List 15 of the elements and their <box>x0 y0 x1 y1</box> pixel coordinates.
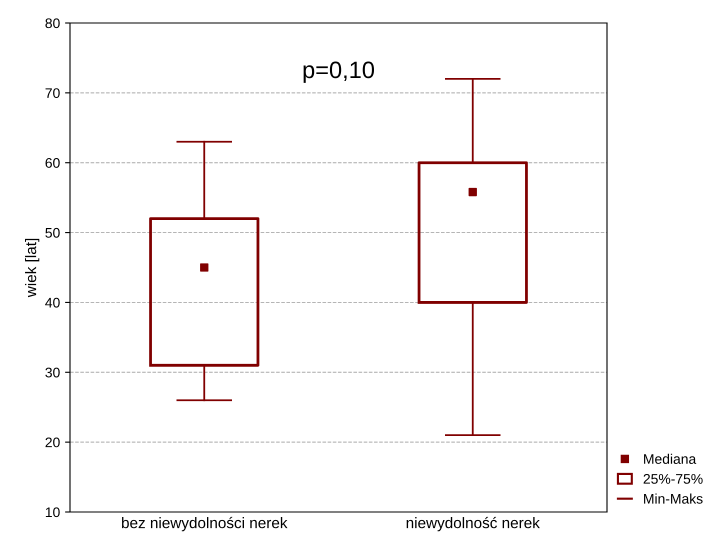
x-tick-label: bez niewydolności nerek <box>122 516 288 532</box>
y-tick-label: 30 <box>45 368 60 378</box>
y-tick-label: 60 <box>46 158 60 168</box>
y-tick-label: 10 <box>46 507 60 518</box>
y-tick-label: 50 <box>45 228 60 238</box>
y-tick-label: 40 <box>45 298 60 308</box>
y-axis-title: wiek [lat] <box>25 238 40 298</box>
x-tick-label: niewydolność nerek <box>406 516 540 532</box>
legend-label: 25%-75% <box>644 474 703 484</box>
y-tick-label: 20 <box>46 437 60 448</box>
y-tick-label: 80 <box>45 18 60 28</box>
text: Min-Maks <box>644 493 703 504</box>
y-tick-label: 70 <box>46 88 60 98</box>
annotation: p=0,10 <box>304 62 374 83</box>
text: Mediana <box>644 454 696 464</box>
